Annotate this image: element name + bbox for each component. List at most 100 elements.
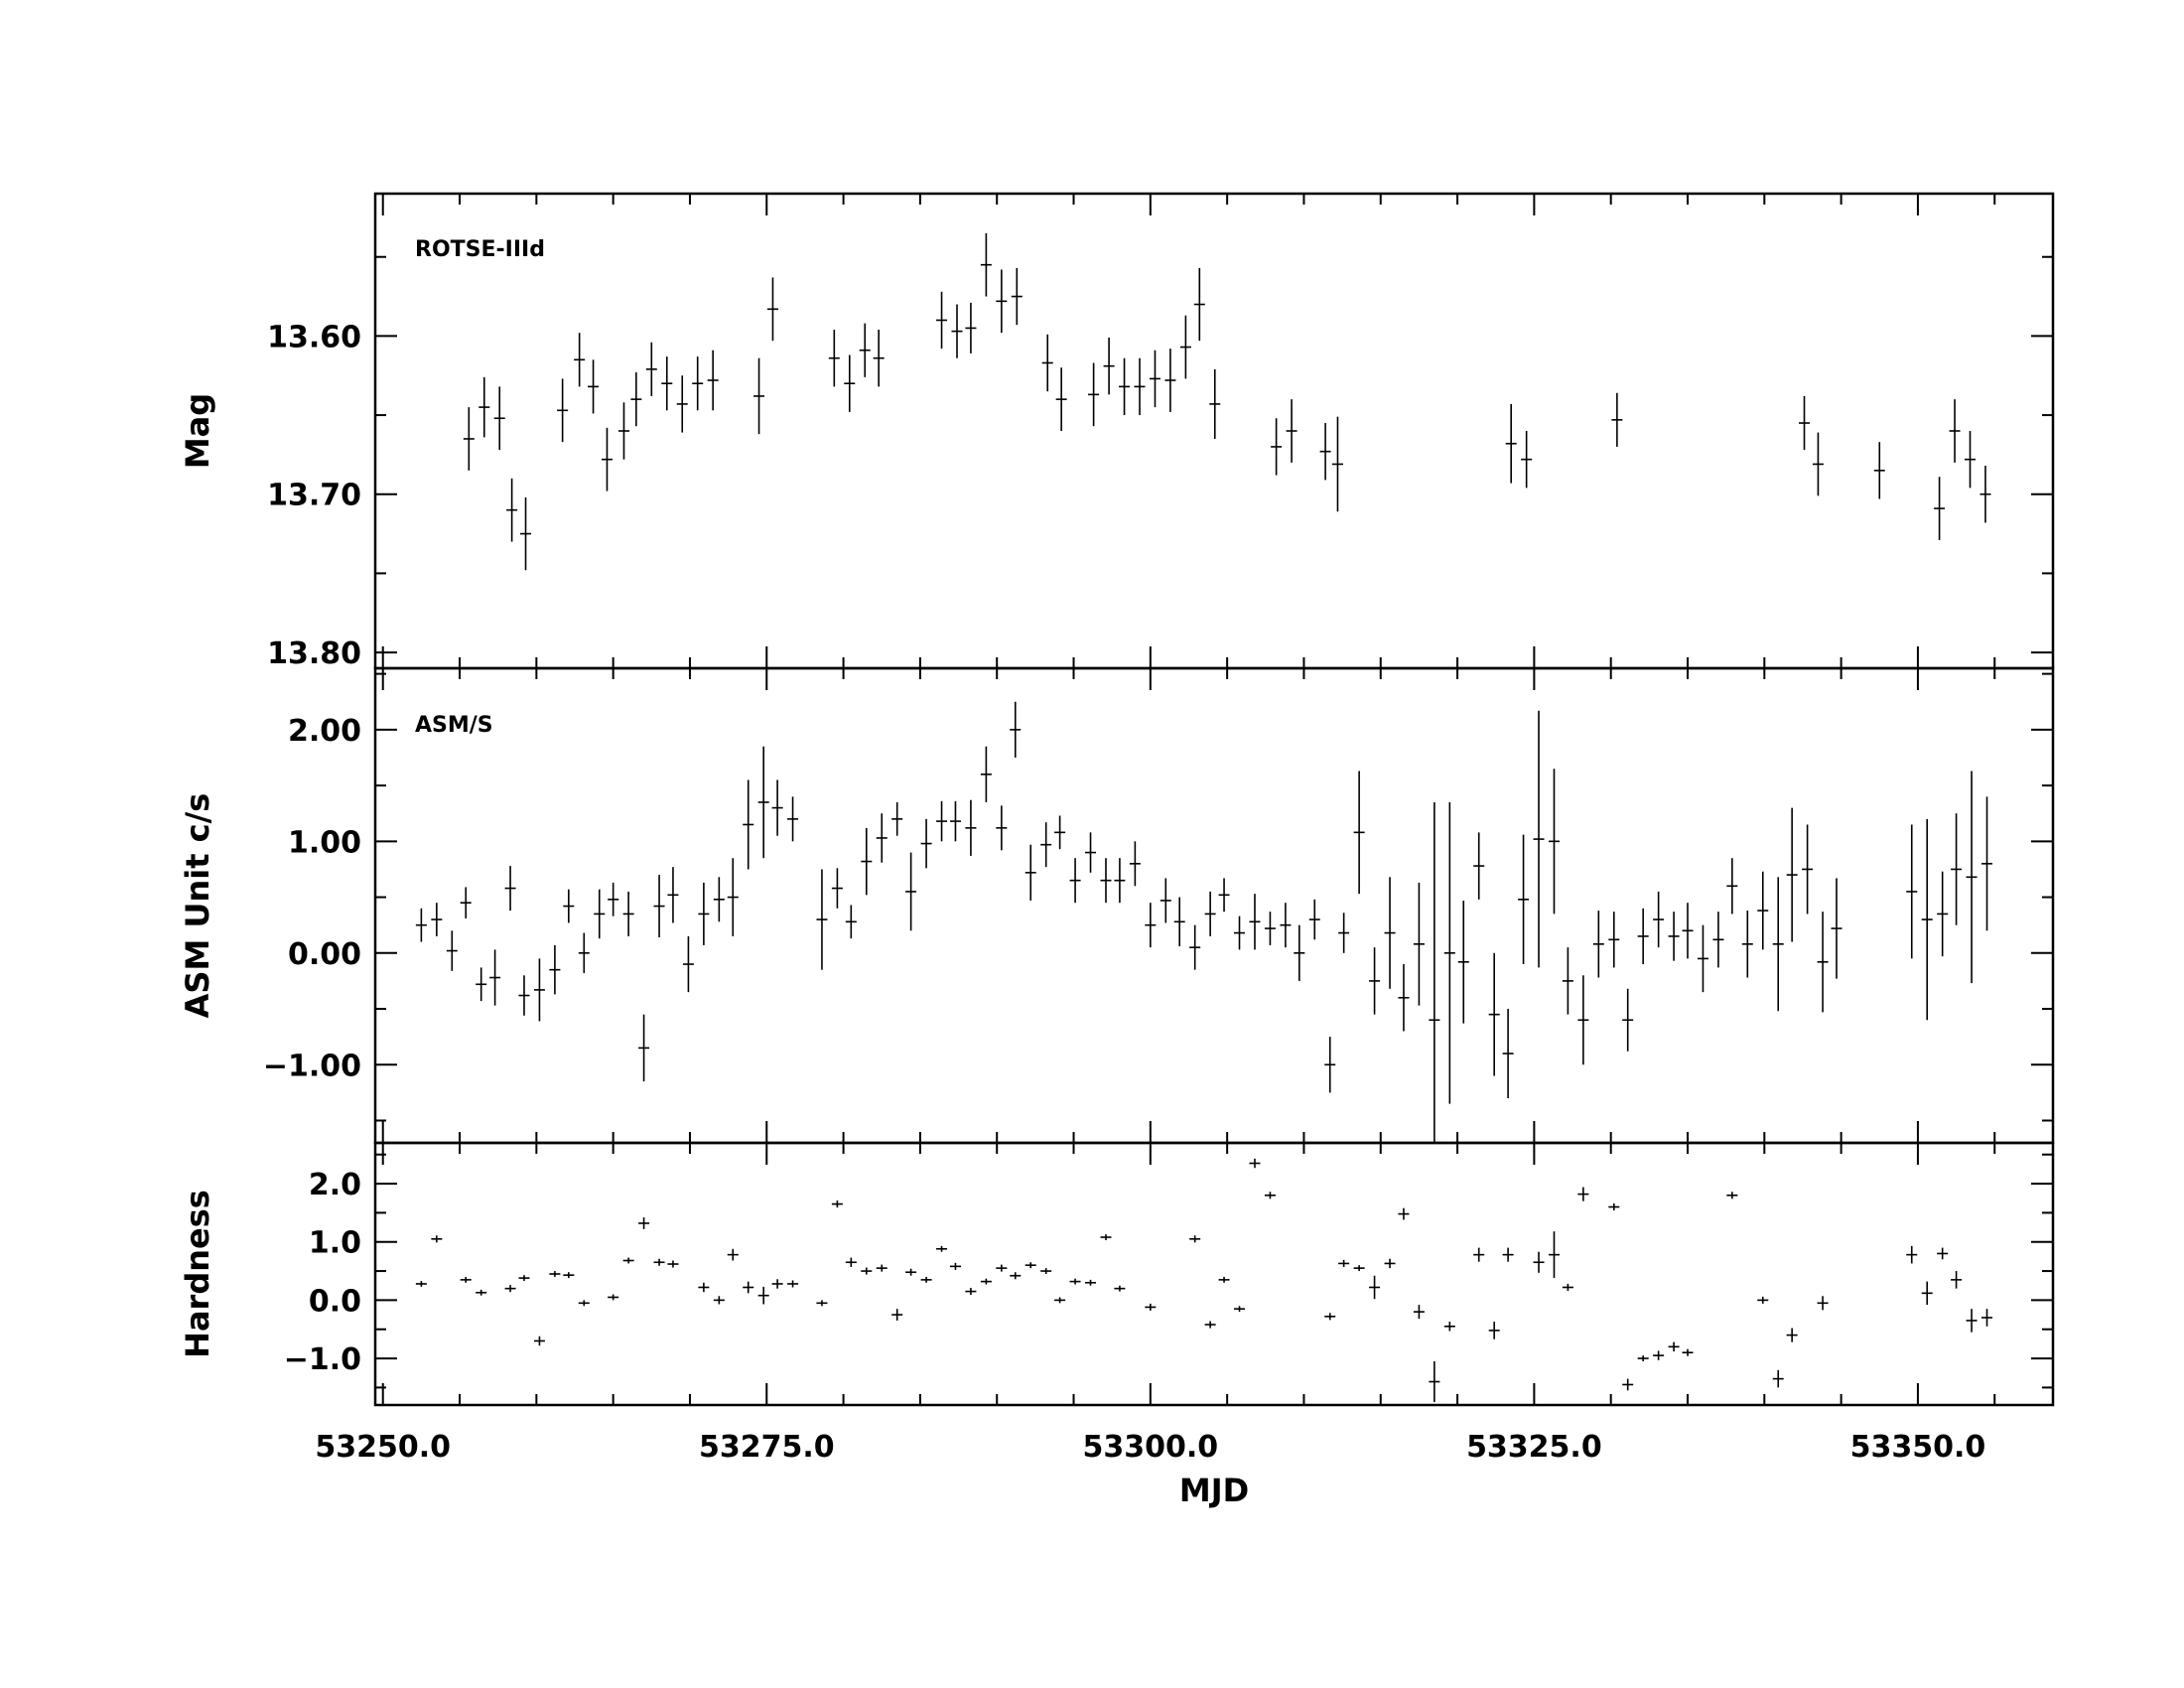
data-point <box>1966 1309 1978 1333</box>
data-point <box>431 903 443 936</box>
data-point <box>1413 882 1425 1006</box>
data-point <box>905 1268 917 1276</box>
data-point <box>1413 1305 1425 1320</box>
data-point <box>1193 267 1205 342</box>
data-point <box>771 779 783 836</box>
data-point <box>980 232 992 297</box>
data-point <box>1129 841 1141 887</box>
data-point <box>1173 897 1185 947</box>
data-point <box>504 1285 516 1293</box>
panel-asm-ylabel: ASM Unit c/s <box>179 793 216 1019</box>
data-point <box>753 357 765 435</box>
data-point <box>1204 891 1216 936</box>
data-point <box>1949 399 1961 463</box>
data-point <box>1521 431 1533 489</box>
data-point <box>661 356 673 411</box>
data-point <box>638 1217 650 1229</box>
data-point <box>504 866 516 912</box>
data-point <box>743 1281 754 1294</box>
data-point <box>1488 1322 1500 1339</box>
x-tick-label: 53325.0 <box>1466 1430 1602 1465</box>
data-point <box>1160 878 1171 923</box>
data-point <box>1429 1361 1440 1403</box>
data-point <box>594 889 606 939</box>
data-point <box>533 1336 545 1346</box>
data-point <box>1384 877 1396 989</box>
data-point <box>478 376 490 438</box>
data-point <box>1331 416 1343 512</box>
data-point <box>1712 912 1724 968</box>
data-point <box>1024 844 1036 901</box>
data-point <box>727 858 739 936</box>
data-point <box>757 746 769 859</box>
data-point <box>1668 1341 1680 1352</box>
data-point <box>578 1300 590 1307</box>
data-point <box>1457 900 1469 1024</box>
data-point <box>1577 975 1589 1065</box>
data-point <box>533 958 545 1022</box>
data-point <box>861 827 873 896</box>
data-point <box>1041 334 1053 392</box>
data-point <box>1264 1192 1276 1199</box>
data-point <box>549 944 561 995</box>
y-tick-label: 13.80 <box>267 636 361 671</box>
data-point <box>1398 964 1410 1032</box>
data-point <box>1562 947 1573 1015</box>
y-tick-label: 0.0 <box>309 1284 361 1319</box>
data-point <box>1149 350 1160 408</box>
data-point <box>1921 1281 1933 1306</box>
y-tick-label: 2.0 <box>309 1168 361 1202</box>
data-point <box>1010 1272 1022 1280</box>
data-point <box>630 372 642 427</box>
data-point <box>1786 1328 1798 1342</box>
data-point <box>1234 915 1246 950</box>
data-point <box>476 967 487 1002</box>
data-point <box>1682 1348 1694 1356</box>
data-point <box>1085 1279 1097 1286</box>
data-point <box>1369 1275 1381 1300</box>
data-point <box>1249 1158 1261 1169</box>
data-point <box>1802 824 1814 914</box>
data-point <box>1622 988 1634 1052</box>
data-point <box>1218 1276 1230 1283</box>
x-tick-label: 53350.0 <box>1850 1430 1986 1465</box>
data-point <box>1103 337 1115 395</box>
data-point <box>653 1258 665 1266</box>
x-axis-title: MJD <box>1179 1472 1249 1509</box>
y-tick-label: 1.0 <box>309 1226 361 1261</box>
x-tick-label: 53275.0 <box>699 1430 835 1465</box>
data-point <box>1179 315 1191 379</box>
data-point <box>980 1278 992 1285</box>
data-point <box>1622 1378 1634 1391</box>
data-point <box>1981 1309 1993 1327</box>
data-point <box>1100 858 1112 904</box>
data-point <box>1533 1251 1545 1273</box>
data-point <box>1209 368 1221 439</box>
data-point <box>1353 771 1365 895</box>
data-point <box>891 1309 903 1321</box>
data-point <box>574 333 586 387</box>
data-point <box>1040 822 1052 868</box>
data-point <box>1741 911 1753 978</box>
data-point <box>1054 815 1066 850</box>
data-point <box>1488 952 1500 1076</box>
data-point <box>1234 1306 1246 1313</box>
data-point <box>1592 911 1604 978</box>
data-point <box>1286 399 1297 463</box>
data-point <box>920 818 932 869</box>
data-point <box>1338 913 1350 953</box>
data-point <box>1280 903 1292 948</box>
data-point <box>476 1289 487 1296</box>
data-point <box>713 877 725 922</box>
y-tick-label: 2.00 <box>288 714 361 749</box>
data-point <box>1518 834 1530 965</box>
data-point <box>949 1262 961 1270</box>
data-point <box>1548 1231 1560 1279</box>
data-point <box>460 1276 472 1283</box>
data-point <box>638 1014 650 1082</box>
data-point <box>949 800 961 842</box>
x-tick-label: 53250.0 <box>315 1430 451 1465</box>
data-point <box>1473 832 1485 900</box>
